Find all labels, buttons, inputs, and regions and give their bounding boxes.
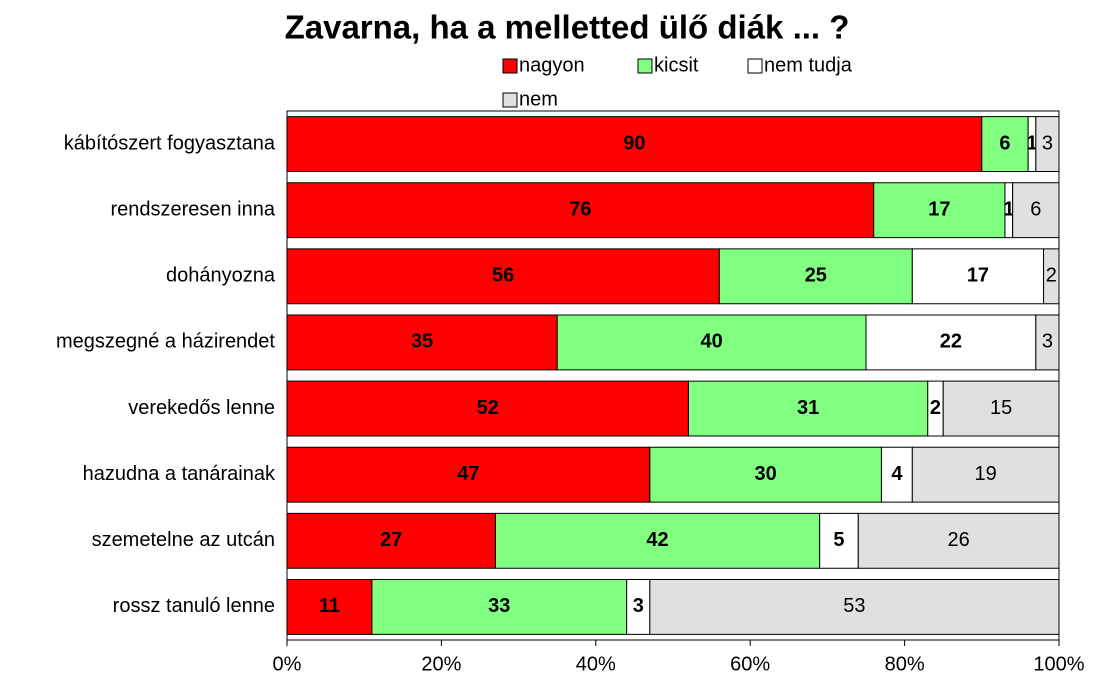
value-label: 17 xyxy=(928,198,950,220)
bar-segment xyxy=(687,380,929,437)
value-label: 6 xyxy=(1030,198,1041,220)
bar-segment xyxy=(1012,182,1060,239)
value-label: 76 xyxy=(569,198,591,220)
x-tick-label: 80% xyxy=(885,653,925,675)
legend-swatch xyxy=(747,58,763,74)
value-label: 56 xyxy=(492,265,514,287)
bar-segment xyxy=(1035,116,1060,173)
value-label: 47 xyxy=(457,463,479,485)
bar-segment xyxy=(371,578,628,635)
y-tick-label: rendszeresen inna xyxy=(110,198,275,220)
value-label: 6 xyxy=(999,132,1010,154)
x-tick-label: 0% xyxy=(273,653,302,675)
legend-swatch xyxy=(502,92,518,108)
bar-segment xyxy=(1035,314,1060,371)
value-label: 53 xyxy=(843,595,865,617)
y-tick-label: verekedős lenne xyxy=(128,397,275,419)
plot-frame xyxy=(286,110,1060,641)
y-tick-label: hazudna a tanárainak xyxy=(83,463,276,485)
legend-label: nem xyxy=(519,88,558,110)
value-label: 35 xyxy=(411,331,433,353)
legend-label: nagyon xyxy=(519,54,585,76)
value-label: 5 xyxy=(833,529,844,551)
legend-swatch xyxy=(502,58,518,74)
y-tick-label: rossz tanuló lenne xyxy=(113,595,275,617)
value-label: 26 xyxy=(948,529,970,551)
legend-label: nem tudja xyxy=(764,54,853,76)
value-label: 33 xyxy=(488,595,510,617)
bar-segment xyxy=(286,578,373,635)
bar-segment xyxy=(286,248,720,305)
x-tick-label: 20% xyxy=(421,653,461,675)
bar-segment xyxy=(942,380,1060,437)
x-tick-label: 40% xyxy=(576,653,616,675)
x-tick-label: 100% xyxy=(1033,653,1084,675)
bar-segment xyxy=(981,116,1029,173)
value-label: 22 xyxy=(940,331,962,353)
y-tick-label: kábítószert fogyasztana xyxy=(64,132,276,154)
bar-segment xyxy=(857,512,1060,569)
bar-segment xyxy=(1043,248,1060,305)
y-tick-label: megszegné a házirendet xyxy=(56,331,275,353)
value-label: 11 xyxy=(319,595,340,617)
chart-title: Zavarna, ha a melletted ülő diák ... ? xyxy=(285,9,850,46)
value-label: 40 xyxy=(700,331,722,353)
bar-segment xyxy=(286,314,558,371)
value-label: 25 xyxy=(805,265,827,287)
bar-segment xyxy=(911,248,1045,305)
bar-segment xyxy=(286,116,983,173)
bar-segment xyxy=(494,512,821,569)
value-label: 3 xyxy=(633,595,644,617)
value-label: 1 xyxy=(1026,132,1037,154)
value-label: 15 xyxy=(990,397,1012,419)
legend-label: kicsit xyxy=(654,54,699,76)
value-label: 3 xyxy=(1042,331,1053,353)
value-label: 17 xyxy=(967,265,989,287)
bar-segment xyxy=(286,512,496,569)
bar-segment xyxy=(556,314,867,371)
x-tick-label: 60% xyxy=(730,653,770,675)
value-label: 30 xyxy=(755,463,777,485)
value-label: 52 xyxy=(477,397,499,419)
y-tick-label: dohányozna xyxy=(166,265,276,287)
bar-segment xyxy=(718,248,913,305)
bar-segment xyxy=(911,446,1060,503)
value-label: 1 xyxy=(1003,198,1014,220)
value-label: 4 xyxy=(891,463,903,485)
legend-swatch xyxy=(637,58,653,74)
value-label: 19 xyxy=(975,463,997,485)
value-label: 3 xyxy=(1042,132,1053,154)
value-label: 31 xyxy=(797,397,819,419)
bar-segment xyxy=(286,380,689,437)
value-label: 2 xyxy=(930,397,941,419)
bar-segment xyxy=(649,578,1060,635)
value-label: 2 xyxy=(1046,265,1057,287)
value-label: 90 xyxy=(623,132,645,154)
value-label: 42 xyxy=(646,529,668,551)
y-tick-label: szemetelne az utcán xyxy=(92,529,275,551)
value-label: 27 xyxy=(380,529,402,551)
